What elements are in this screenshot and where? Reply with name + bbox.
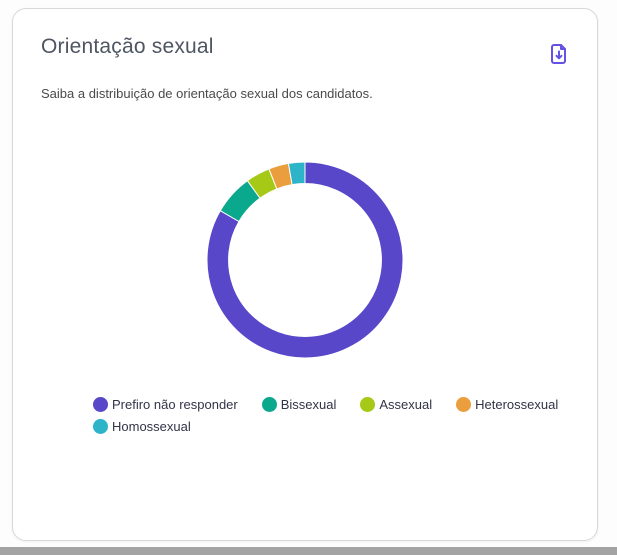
card-header: Orientação sexual	[13, 9, 597, 72]
legend-color-dot	[93, 419, 108, 434]
legend-label: Assexual	[379, 397, 433, 412]
legend-item[interactable]: Homossexual	[93, 419, 191, 434]
card-subtitle: Saiba a distribuição de orientação sexua…	[41, 86, 373, 101]
file-download-icon	[551, 44, 566, 64]
legend-label: Heterossexual	[475, 397, 559, 412]
legend-label: Prefiro não responder	[112, 397, 238, 412]
legend-color-dot	[261, 397, 277, 412]
donut-segment[interactable]	[287, 161, 306, 186]
download-button[interactable]	[545, 39, 573, 72]
legend-item[interactable]: Prefiro não responder	[93, 397, 238, 412]
legend-label: Bissexual	[280, 397, 337, 412]
legend-color-dot	[93, 397, 108, 412]
legend-color-dot	[360, 397, 376, 412]
donut-chart-svg[interactable]	[202, 157, 408, 363]
legend-color-dot	[456, 397, 472, 412]
donut-segment[interactable]	[206, 161, 404, 359]
orientation-chart-card: Orientação sexual Saiba a distribuição d…	[12, 8, 598, 541]
chart-area	[13, 157, 597, 363]
bottom-divider-bar	[0, 547, 617, 555]
page-title: Orientação sexual	[41, 35, 214, 58]
legend-item[interactable]: Heterossexual	[456, 397, 558, 412]
chart-legend: Prefiro não responder Bissexual Assexual He…	[93, 397, 567, 434]
legend-item[interactable]: Assexual	[360, 397, 432, 412]
legend-label: Homossexual	[112, 419, 191, 434]
legend-item[interactable]: Bissexual	[261, 397, 337, 412]
